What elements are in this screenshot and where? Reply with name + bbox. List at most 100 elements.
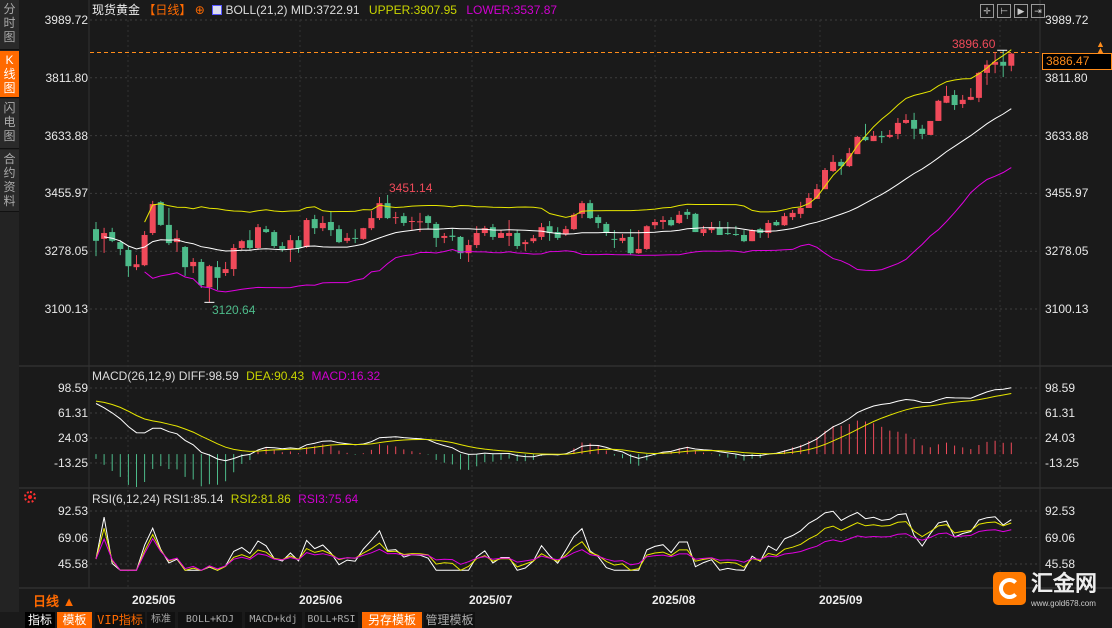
candle-up bbox=[886, 134, 893, 137]
date-tick-label: 2025/05 bbox=[132, 593, 176, 607]
period-label[interactable]: 【日线】 bbox=[143, 3, 192, 17]
toolbar-button-2[interactable]: VIP指标 bbox=[95, 612, 145, 628]
axis-tick-label: 3811.80 bbox=[1045, 70, 1088, 85]
candle-down bbox=[295, 240, 302, 248]
candle-up bbox=[319, 222, 326, 229]
candle-up bbox=[206, 266, 213, 288]
toolbar-button-5[interactable]: MACD+kdj bbox=[245, 612, 302, 628]
rsi3-value: RSI3:75.64 bbox=[298, 492, 359, 506]
boll-upper-line bbox=[144, 49, 1012, 223]
candle-down bbox=[279, 246, 286, 249]
candle-up bbox=[287, 240, 294, 249]
candle-up bbox=[813, 189, 820, 199]
candle-down bbox=[311, 219, 318, 229]
axis-tick-label: 69.06 bbox=[1045, 530, 1076, 545]
axis-tick-label: 24.03 bbox=[1045, 431, 1076, 445]
candle-up bbox=[441, 235, 448, 238]
tab-kline[interactable]: K线图 bbox=[0, 51, 19, 98]
axis-tick-label: 61.31 bbox=[1045, 406, 1076, 420]
axis-tick-label: 3100.13 bbox=[44, 302, 88, 316]
indicator-chart-icon[interactable] bbox=[212, 5, 223, 15]
axis-tick-label: 45.58 bbox=[57, 557, 88, 571]
candle-up bbox=[975, 72, 982, 98]
candle-down bbox=[546, 226, 553, 234]
axis-tick-label: -13.25 bbox=[1045, 456, 1080, 470]
toolbar-button-6[interactable]: BOLL+RSI bbox=[305, 612, 358, 628]
candle-up bbox=[749, 230, 756, 242]
candle-up bbox=[967, 96, 974, 100]
candle-down bbox=[336, 229, 342, 243]
candle-up bbox=[230, 247, 237, 270]
candle-up bbox=[765, 222, 772, 234]
fit-icon[interactable]: ⊢ bbox=[997, 4, 1011, 18]
scroll-up-icon[interactable]: ▲ ▲ bbox=[1096, 39, 1105, 55]
candle-down bbox=[198, 261, 205, 286]
candle-down bbox=[838, 161, 845, 167]
candle-down bbox=[449, 235, 456, 237]
candle-down bbox=[595, 217, 602, 223]
logo-icon bbox=[993, 572, 1026, 605]
candle-up bbox=[830, 161, 837, 171]
rsi3-line bbox=[95, 529, 1012, 571]
candle-up bbox=[303, 220, 310, 248]
low-annotation: 3120.64 bbox=[212, 303, 256, 317]
rsi1-value: RSI1:85.14 bbox=[163, 492, 224, 506]
axis-tick-label: 45.58 bbox=[1045, 557, 1076, 571]
candle-down bbox=[246, 240, 253, 248]
candle-up bbox=[238, 241, 245, 248]
play-icon[interactable]: ▶ bbox=[1014, 4, 1028, 18]
candle-up bbox=[789, 212, 796, 218]
candle-up bbox=[959, 99, 966, 105]
crosshair-icon[interactable]: ✛ bbox=[980, 4, 994, 18]
axis-tick-label: 3278.05 bbox=[1045, 244, 1089, 259]
candle-up bbox=[141, 234, 148, 266]
candle-up bbox=[984, 64, 990, 73]
toolbar-button-3[interactable]: 标准 bbox=[147, 612, 175, 628]
toolbar-button-7[interactable]: 另存模板 bbox=[362, 612, 422, 628]
candle-up bbox=[481, 228, 488, 234]
candle-up bbox=[927, 120, 934, 135]
rsi-name: RSI(6,12,24) bbox=[92, 492, 161, 506]
candle-up bbox=[255, 227, 261, 248]
toolbar-button-1[interactable]: 模板 bbox=[57, 612, 92, 628]
candle-down bbox=[724, 233, 731, 235]
candle-up bbox=[894, 122, 901, 134]
macd-legend: MACD(26,12,9) DIFF:98.59 DEA:90.43 MACD:… bbox=[92, 369, 380, 383]
candle-up bbox=[570, 214, 577, 230]
candle-down bbox=[1000, 61, 1007, 66]
toolbar-button-8[interactable]: 管理模板 bbox=[424, 612, 475, 628]
candle-up bbox=[797, 208, 804, 214]
date-tick-label: 2025/08 bbox=[652, 593, 696, 607]
candle-up bbox=[562, 229, 569, 235]
add-icon[interactable]: ⊕ bbox=[194, 3, 205, 17]
axis-tick-label: 98.59 bbox=[57, 381, 88, 395]
axis-tick-label: 24.03 bbox=[57, 431, 88, 445]
target-icon[interactable] bbox=[24, 491, 36, 503]
candle-down bbox=[716, 227, 723, 235]
boll-name: BOLL(21,2) bbox=[225, 3, 288, 17]
candle-down bbox=[400, 216, 407, 223]
axis-tick-label: 3989.72 bbox=[1045, 13, 1089, 27]
toolbar-button-0[interactable]: 指标 bbox=[25, 612, 55, 628]
candle-up bbox=[943, 95, 950, 103]
candle-down bbox=[692, 213, 699, 233]
candle-down bbox=[214, 267, 221, 278]
axis-tick-label: 3455.97 bbox=[1045, 186, 1089, 201]
tab-contract-info[interactable]: 合约资料 bbox=[0, 150, 19, 212]
move-right-icon[interactable]: ⇥ bbox=[1031, 4, 1045, 18]
period-selector[interactable]: 日线 ▲ bbox=[33, 594, 76, 609]
candle-up bbox=[417, 221, 423, 223]
toolbar-button-4[interactable]: BOLL+KDJ bbox=[178, 612, 242, 628]
candle-up bbox=[619, 237, 626, 241]
candle-down bbox=[514, 233, 521, 247]
candle-up bbox=[635, 248, 642, 254]
instrument-name: 现货黄金 bbox=[92, 3, 141, 17]
axis-tick-label: 3455.97 bbox=[44, 186, 88, 201]
candle-down bbox=[951, 94, 958, 106]
tab-flash[interactable]: 闪电图 bbox=[0, 99, 19, 149]
boll-mid-line bbox=[104, 108, 1012, 252]
candle-down bbox=[109, 232, 116, 241]
tab-timeshare[interactable]: 分时图 bbox=[0, 0, 19, 50]
candle-down bbox=[603, 223, 610, 234]
